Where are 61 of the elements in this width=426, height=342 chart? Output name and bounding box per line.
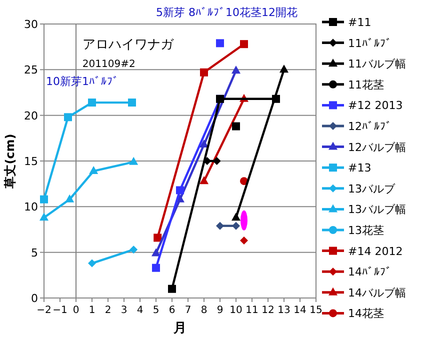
legend-item: 11花茎 xyxy=(322,78,384,92)
legend-label: 11ﾊﾞﾙﾌﾞ xyxy=(348,36,392,50)
x-tick-label: 11 xyxy=(246,305,258,316)
legend-label: #11 xyxy=(348,16,372,29)
legend-item: 11バルブ幅 xyxy=(322,58,406,71)
legend-item: 13バルブ幅 xyxy=(322,203,406,216)
x-tick-label: 6 xyxy=(168,305,176,316)
x-tick-label: 13 xyxy=(278,305,290,316)
x-tick-label: −1 xyxy=(52,305,68,316)
y-tick-label: 30 xyxy=(24,18,38,31)
legend-label: #12 2013 xyxy=(348,99,403,112)
legend-label: 14ﾊﾞﾙﾌﾞ xyxy=(348,266,392,279)
x-tick-label: 8 xyxy=(200,305,208,316)
y-tick-label: 0 xyxy=(31,292,38,305)
legend-item: #12 2013 xyxy=(322,99,403,112)
legend-item: 13花茎 xyxy=(322,224,384,237)
x-tick-label: 10 xyxy=(230,305,242,316)
legend-label: 11花茎 xyxy=(348,78,384,92)
y-tick-label: 20 xyxy=(24,109,38,122)
legend-item: 13バルブ xyxy=(322,182,395,196)
legend-item: 14ﾊﾞﾙﾌﾞ xyxy=(322,266,392,279)
x-tick-label: 5 xyxy=(152,305,160,316)
text: 5新芽 8ﾊﾞﾙﾌﾞ10花茎12開花 xyxy=(156,6,298,19)
x-tick-label: 2 xyxy=(104,305,112,316)
legend-item: 11ﾊﾞﾙﾌﾞ xyxy=(322,36,392,50)
x-tick-label: 9 xyxy=(216,305,224,316)
x-tick-label: 7 xyxy=(184,305,192,316)
x-tick-label: 3 xyxy=(120,305,128,316)
legend-item: #14 2012 xyxy=(322,244,403,258)
annotation: 10新芽1ﾊﾞﾙﾌﾞ xyxy=(46,75,119,88)
y-tick-label: 10 xyxy=(24,200,38,214)
legend-item: 12バルブ幅 xyxy=(322,140,406,154)
legend-label: 13バルブ xyxy=(348,182,396,196)
y-tick-label: 5 xyxy=(31,246,38,260)
legend-label: 14花茎 xyxy=(348,307,384,320)
y-tick-label: 25 xyxy=(24,64,38,77)
annotation: 201109#2 xyxy=(82,58,136,70)
x-tick-label: 14 xyxy=(294,305,306,316)
x-tick-label: −2 xyxy=(36,305,52,316)
legend-label: #14 2012 xyxy=(348,244,403,258)
x-tick-label: 1 xyxy=(88,305,96,316)
x-tick-label: 0 xyxy=(72,305,80,316)
x-tick-label: 4 xyxy=(136,305,144,316)
legend-item: 14花茎 xyxy=(322,307,384,320)
legend-item: 14バルブ幅 xyxy=(322,286,406,300)
x-axis-title: 月 xyxy=(172,321,186,336)
legend-label: 13花茎 xyxy=(348,224,384,237)
legend-item: 12ﾊﾞﾙﾌﾞ xyxy=(322,120,392,133)
legend-label: 11バルブ幅 xyxy=(348,58,406,71)
legend-item: #11 xyxy=(322,16,372,29)
legend-label: #13 xyxy=(348,162,372,175)
legend-label: 12ﾊﾞﾙﾌﾞ xyxy=(348,120,392,133)
y-axis-title: 草丈(cm) xyxy=(3,134,17,190)
x-tick-label: 15 xyxy=(310,305,322,316)
x-tick-label: 12 xyxy=(262,305,274,316)
legend-label: 13バルブ幅 xyxy=(348,203,406,216)
legend-item: #13 xyxy=(322,162,372,175)
legend-label: 14バルブ幅 xyxy=(348,286,406,300)
annotation: アロハイワナガ xyxy=(82,38,174,53)
legend-label: 12バルブ幅 xyxy=(348,140,406,154)
y-tick-label: 15 xyxy=(24,155,38,168)
